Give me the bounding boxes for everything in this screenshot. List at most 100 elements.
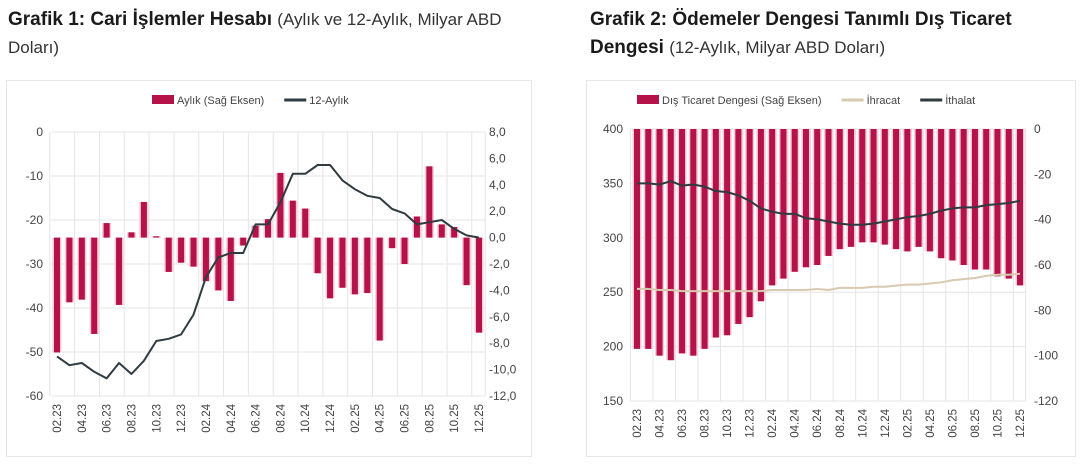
right-axis-tick: -2,0 (489, 257, 510, 271)
right-axis-tick: 6,0 (489, 151, 506, 165)
x-axis-tick: 10.25 (449, 404, 461, 433)
bar (277, 172, 284, 238)
chart1-title-main: Grafik 1: Cari İşlemler Hesabı (8, 9, 273, 30)
left-axis-tick: 300 (603, 231, 623, 245)
x-axis-tick: 12.25 (474, 404, 486, 433)
bar (178, 237, 185, 263)
bar (215, 237, 222, 291)
x-axis-tick: 12.23 (176, 404, 188, 433)
x-axis-tick: 02.24 (201, 403, 213, 432)
left-axis-tick: 200 (603, 340, 623, 354)
right-axis-tick: -10,0 (489, 363, 517, 377)
x-axis-tick: 10.23 (722, 409, 734, 438)
bar (926, 129, 933, 252)
bar (265, 219, 271, 238)
right-axis-tick: -4,0 (489, 283, 510, 297)
legend-label: İthalat (945, 94, 975, 107)
bar (802, 129, 809, 268)
bar (327, 237, 334, 299)
legend-label: Aylık (Sağ Eksen) (177, 95, 264, 107)
bar (252, 225, 259, 238)
chart1-plot: 0 -10 -20 -30 -40 -50 -60 8,0 6,0 4,0 2,0 0,0 -2,0 -4… (26, 95, 517, 433)
x-axis-tick: 12.25 (1015, 409, 1027, 438)
x-axis-tick: 08.24 (275, 403, 287, 432)
x-axis-tick: 06.24 (251, 403, 263, 432)
bar (994, 129, 1001, 277)
bar (757, 129, 764, 302)
bar (1017, 129, 1023, 286)
bar (960, 129, 967, 265)
x-axis-tick: 08.25 (970, 409, 982, 438)
right-axis-tick: -40 (1034, 213, 1052, 227)
bar (791, 129, 798, 272)
series-line (56, 164, 480, 380)
legend-label: İhracat (867, 94, 901, 107)
x-axis-tick: 10.23 (151, 404, 163, 433)
legend-label: Dış Ticaret Dengesi (Sağ Eksen) (662, 95, 822, 107)
right-axis-tick: 0,0 (489, 231, 506, 245)
x-axis-tick: 12.23 (745, 409, 757, 438)
x-axis-tick: 08.24 (835, 408, 847, 437)
right-axis-tick: -6,0 (489, 310, 510, 324)
x-axis-tick: 12.24 (325, 403, 337, 432)
bar (848, 129, 855, 247)
bar (667, 129, 674, 361)
chart2-title-main: Grafik 2: Ödemeler Dengesi Tanımlı Dış T… (590, 9, 1012, 58)
x-axis-tick: 06.25 (400, 404, 412, 433)
legend-item: İhracat (841, 94, 901, 107)
bar (724, 129, 731, 336)
right-axis-tick: -80 (1034, 303, 1052, 317)
series-line (637, 272, 1021, 293)
bar (904, 129, 911, 252)
x-axis-tick: 06.23 (102, 404, 114, 433)
x-axis-tick: 04.24 (226, 403, 238, 432)
x-axis-tick: 04.25 (375, 404, 387, 433)
x-axis-tick: 04.24 (790, 408, 802, 437)
x-axis-tick: 10.24 (857, 408, 869, 437)
left-axis-tick: 250 (603, 285, 623, 299)
bar (302, 208, 309, 238)
bar (413, 216, 420, 238)
bar (426, 166, 433, 238)
chart1-title: Grafik 1: Cari İşlemler Hesabı (Aylık ve… (8, 6, 528, 62)
bar (103, 223, 110, 238)
bar (836, 129, 843, 250)
bar (769, 129, 776, 286)
bar (971, 129, 978, 270)
bar (240, 237, 247, 246)
bar (339, 237, 346, 288)
bar (814, 129, 821, 265)
bar (389, 237, 396, 249)
x-axis-tick: 04.23 (655, 409, 667, 438)
x-axis-tick: 10.25 (992, 409, 1004, 438)
left-axis-tick: -50 (26, 345, 44, 359)
bar (351, 237, 358, 295)
bar (140, 201, 147, 238)
bar (983, 129, 990, 270)
bar (153, 236, 160, 238)
legend-swatch-bar (637, 95, 659, 104)
x-axis-tick: 06.25 (947, 409, 959, 438)
left-axis-tick: -40 (26, 301, 44, 315)
bar (314, 237, 321, 274)
x-axis-tick: 08.23 (126, 404, 138, 433)
chart1-title-sub: (Aylık ve 12-Aylık, Milyar ABD Doları) (8, 10, 502, 57)
bar (859, 129, 866, 243)
bar (701, 129, 708, 349)
right-axis-tick: 2,0 (489, 204, 506, 218)
x-axis-tick: 04.25 (925, 409, 937, 438)
bar (690, 129, 697, 356)
bar (881, 129, 888, 245)
left-axis-tick: 400 (603, 122, 623, 136)
bar (451, 227, 458, 238)
chart2-panel: 400 350 300 250 200 150 0 -20 -40 -60 -80 -100 -120 0… (586, 80, 1076, 457)
bar (376, 237, 383, 341)
chart2-title-sub: (12-Aylık, Milyar ABD Doları) (669, 38, 886, 57)
left-axis-tick: 150 (603, 394, 623, 408)
left-axis-tick: -10 (26, 169, 44, 183)
bar (401, 237, 408, 264)
x-axis-tick: 06.24 (812, 408, 824, 437)
bar (735, 129, 742, 324)
x-axis-tick: 02.25 (902, 409, 914, 438)
left-axis-tick: -60 (26, 389, 44, 403)
